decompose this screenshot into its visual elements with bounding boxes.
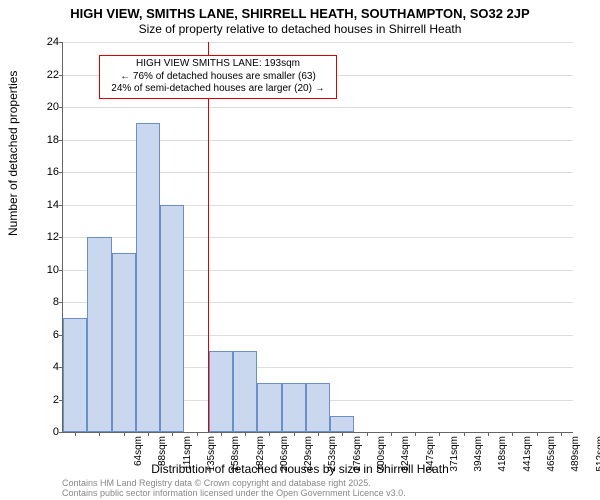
y-tick-label: 0 [19, 426, 63, 438]
histogram-bar [233, 351, 257, 432]
attribution-line2: Contains public sector information licen… [62, 488, 406, 498]
x-tick [318, 432, 319, 436]
y-tick-label: 2 [19, 394, 63, 406]
x-tick [269, 432, 270, 436]
histogram-bar [63, 318, 87, 432]
histogram-bar [136, 123, 160, 432]
attribution-line1: Contains HM Land Registry data © Crown c… [62, 478, 406, 488]
annotation-line1: HIGH VIEW SMITHS LANE: 193sqm [104, 58, 332, 71]
x-tick [464, 432, 465, 436]
x-tick [537, 432, 538, 436]
chart-title-line2: Size of property relative to detached ho… [0, 22, 600, 36]
histogram-bar [257, 383, 281, 432]
y-axis-label: Number of detached properties [6, 71, 20, 236]
annotation-line2: ← 76% of detached houses are smaller (63… [104, 71, 332, 84]
gridline [63, 107, 573, 108]
x-tick [294, 432, 295, 436]
histogram-bar [87, 237, 111, 432]
x-tick [561, 432, 562, 436]
histogram-bar [282, 383, 306, 432]
gridline [63, 42, 573, 43]
annotation-box: HIGH VIEW SMITHS LANE: 193sqm← 76% of de… [99, 55, 337, 99]
y-tick-label: 12 [19, 231, 63, 243]
x-axis-label: Distribution of detached houses by size … [0, 462, 600, 476]
y-tick-label: 4 [19, 361, 63, 373]
y-tick-label: 24 [19, 36, 63, 48]
x-tick [99, 432, 100, 436]
x-tick [197, 432, 198, 436]
y-tick-label: 16 [19, 166, 63, 178]
x-tick [75, 432, 76, 436]
x-tick [439, 432, 440, 436]
x-tick [221, 432, 222, 436]
histogram-bar [306, 383, 330, 432]
histogram-bar [160, 205, 184, 433]
y-tick-label: 20 [19, 101, 63, 113]
chart-container: HIGH VIEW, SMITHS LANE, SHIRRELL HEATH, … [0, 0, 600, 500]
histogram-bar [209, 351, 233, 432]
x-tick [391, 432, 392, 436]
y-tick-label: 6 [19, 329, 63, 341]
x-tick [172, 432, 173, 436]
y-tick-label: 18 [19, 134, 63, 146]
chart-title-line1: HIGH VIEW, SMITHS LANE, SHIRRELL HEATH, … [0, 6, 600, 21]
x-tick [245, 432, 246, 436]
x-tick [415, 432, 416, 436]
x-tick [488, 432, 489, 436]
attribution: Contains HM Land Registry data © Crown c… [62, 478, 406, 499]
x-tick [367, 432, 368, 436]
x-tick [512, 432, 513, 436]
y-tick-label: 22 [19, 69, 63, 81]
x-tick [342, 432, 343, 436]
x-tick [124, 432, 125, 436]
plot-area: 02468101214161820222464sqm88sqm111sqm135… [62, 42, 573, 433]
histogram-bar [112, 253, 136, 432]
histogram-bar [330, 416, 354, 432]
y-tick-label: 8 [19, 296, 63, 308]
reference-line [208, 42, 209, 432]
y-tick-label: 10 [19, 264, 63, 276]
y-tick-label: 14 [19, 199, 63, 211]
x-tick [148, 432, 149, 436]
annotation-line3: 24% of semi-detached houses are larger (… [104, 83, 332, 96]
